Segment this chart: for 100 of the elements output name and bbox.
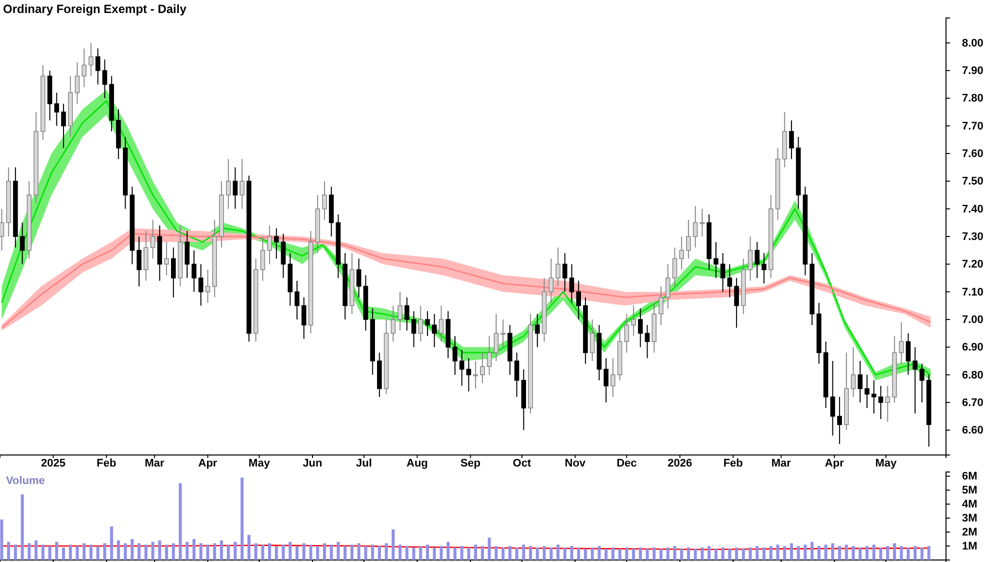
bar <box>20 494 24 560</box>
bar <box>384 543 388 560</box>
candlestick <box>432 313 437 348</box>
candlestick <box>198 264 204 306</box>
bar <box>254 543 258 560</box>
x-tick-label: Jun <box>302 457 323 470</box>
candlestick <box>658 286 664 326</box>
candlestick <box>398 291 402 332</box>
bar <box>151 542 154 560</box>
bar <box>762 547 766 560</box>
bar <box>570 546 574 560</box>
y-tick-label: 6.60 <box>962 424 984 437</box>
bar <box>680 548 684 560</box>
x-tick-label: Nov <box>564 457 586 470</box>
candlestick <box>240 158 244 210</box>
candlestick <box>569 264 574 304</box>
y-tick-label: 7.90 <box>962 65 984 78</box>
candlestick <box>714 242 718 278</box>
candlestick <box>390 305 396 342</box>
bar <box>419 546 422 560</box>
bar <box>638 547 642 560</box>
bar <box>598 546 601 560</box>
bar <box>0 519 4 560</box>
x-tick-label: Oct <box>512 457 532 470</box>
candlestick <box>830 360 836 436</box>
bar <box>646 548 649 560</box>
bar <box>309 544 312 560</box>
x-tick-label: Dec <box>616 457 637 470</box>
bar <box>7 542 10 560</box>
candlestick <box>906 332 911 376</box>
bar <box>673 546 676 560</box>
bar <box>817 546 820 560</box>
candlestick <box>144 230 148 282</box>
bar <box>714 548 718 560</box>
bar <box>831 543 834 560</box>
bar <box>748 547 752 560</box>
candlestick <box>562 252 568 292</box>
candlestick <box>267 224 272 265</box>
chart-title: Volume <box>6 475 45 487</box>
candlestick <box>548 258 554 304</box>
candlestick <box>898 322 904 364</box>
x-tick-label: Feb <box>723 457 744 470</box>
bar <box>55 542 58 560</box>
bar <box>858 547 862 560</box>
bar <box>796 546 800 560</box>
candlestick <box>631 305 636 337</box>
candlestick <box>576 280 581 320</box>
bar <box>268 543 272 560</box>
candlestick <box>322 180 327 220</box>
bar <box>542 546 546 560</box>
candlestick <box>748 236 753 282</box>
bar <box>96 546 100 560</box>
bar <box>920 547 924 560</box>
bar <box>838 546 842 560</box>
bar <box>172 543 175 560</box>
x-tick-label: Mar <box>144 457 166 470</box>
y-tick-label: 7.10 <box>962 286 984 298</box>
y-tick-label: 5M <box>962 484 978 497</box>
candlestick <box>274 228 279 260</box>
candlestick <box>301 296 306 340</box>
bar <box>186 542 189 560</box>
bar <box>453 547 456 560</box>
bar <box>488 538 491 560</box>
bar <box>62 547 66 560</box>
x-tick-label: Sep <box>460 457 481 470</box>
bar <box>467 547 470 560</box>
candlestick <box>720 252 726 292</box>
x-tick-label: 2026 <box>668 457 692 470</box>
y-tick-label: 7.80 <box>962 92 984 105</box>
bar <box>852 546 855 560</box>
bar <box>810 542 814 560</box>
bar <box>783 546 786 560</box>
chart-title: Ordinary Foreign Exempt - Daily <box>3 2 187 16</box>
candlestick <box>459 349 464 386</box>
candlestick <box>837 396 842 444</box>
bar <box>686 547 690 560</box>
y-tick-label: 2M <box>962 526 978 539</box>
candlestick <box>672 247 678 287</box>
candlestick <box>418 305 424 342</box>
bar <box>886 546 890 560</box>
candlestick <box>885 385 890 422</box>
bar <box>226 544 230 560</box>
bar <box>240 478 244 560</box>
bar <box>82 543 86 560</box>
bar <box>872 544 876 560</box>
bar <box>556 544 560 560</box>
y-tick-label: 7.50 <box>962 176 984 188</box>
candlestick <box>226 158 231 210</box>
candlestick <box>692 206 698 248</box>
candlestick <box>88 42 94 77</box>
bar <box>892 543 896 560</box>
bar <box>364 546 368 560</box>
bar <box>632 548 636 560</box>
bar <box>130 539 134 560</box>
bar <box>906 547 910 560</box>
bar <box>213 543 216 560</box>
bar <box>14 544 17 560</box>
bar <box>900 546 903 560</box>
y-tick-label: 6.70 <box>962 396 984 409</box>
bar <box>666 547 670 560</box>
